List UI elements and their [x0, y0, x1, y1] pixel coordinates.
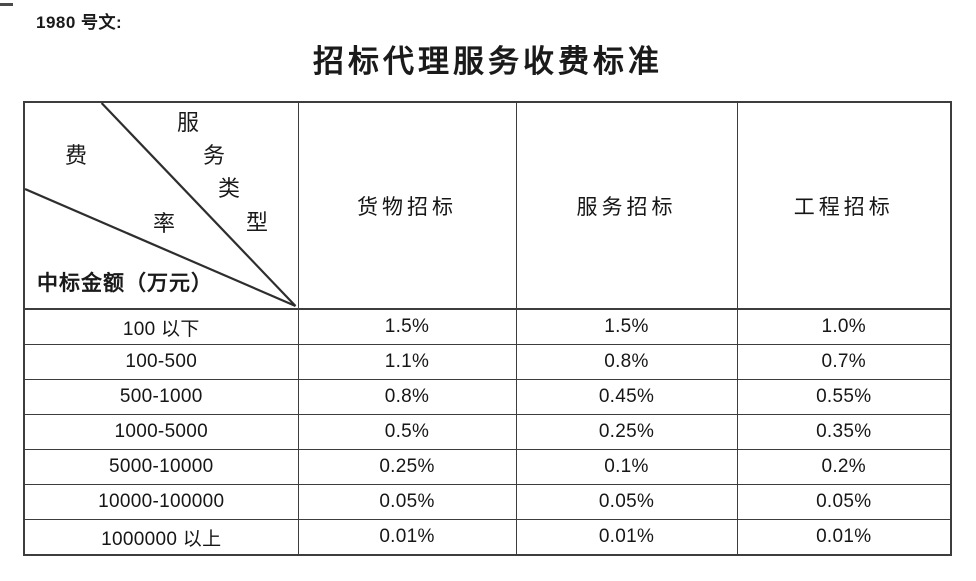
rate-char-1: 费: [65, 143, 88, 168]
table-row: 100 以下 1.5% 1.5% 1.0%: [23, 308, 952, 345]
rate-char-2: 率: [153, 211, 176, 236]
fee-cell: 0.35%: [736, 414, 952, 450]
column-header-goods: 货物招标: [297, 101, 517, 310]
table-row: 100-500 1.1% 0.8% 0.7%: [23, 344, 952, 380]
amount-axis-label: 中标金额（万元）: [37, 271, 213, 295]
row-range-cell: 10000-100000: [23, 484, 299, 520]
fee-cell: 1.5%: [515, 308, 738, 345]
document-reference: 1980 号文:: [36, 13, 123, 32]
fee-cell: 0.45%: [515, 379, 738, 415]
fee-cell: 0.25%: [297, 449, 517, 485]
fee-cell: 0.55%: [736, 379, 952, 415]
scan-artifact-line: [0, 3, 13, 6]
fee-cell: 1.5%: [297, 308, 517, 345]
row-range-cell: 1000000 以上: [23, 519, 299, 556]
row-range-cell: 100 以下: [23, 308, 299, 345]
service-type-char-4: 型: [246, 210, 269, 235]
service-type-char-1: 服: [177, 110, 200, 135]
diagonal-corner-cell: 服 务 类 型 费 率 中标金额（万元）: [23, 101, 299, 310]
fee-cell: 0.05%: [297, 484, 517, 520]
column-header-service: 服务招标: [515, 101, 738, 310]
fee-cell: 0.25%: [515, 414, 738, 450]
row-range-cell: 5000-10000: [23, 449, 299, 485]
diagonal-split-lines: [25, 103, 297, 308]
fee-cell: 0.01%: [736, 519, 952, 556]
column-header-engineering: 工程招标: [736, 101, 952, 310]
fee-cell: 0.8%: [297, 379, 517, 415]
row-range-cell: 1000-5000: [23, 414, 299, 450]
fee-cell: 0.05%: [515, 484, 738, 520]
table-row: 5000-10000 0.25% 0.1% 0.2%: [23, 449, 952, 485]
table-row: 1000-5000 0.5% 0.25% 0.35%: [23, 414, 952, 450]
fee-cell: 0.01%: [297, 519, 517, 556]
table-header-row: 服 务 类 型 费 率 中标金额（万元） 货物招标 服务招标 工程招标: [23, 101, 952, 310]
fee-standard-table: 服 务 类 型 费 率 中标金额（万元） 货物招标 服务招标 工程招标 100 …: [23, 101, 952, 556]
row-range-cell: 500-1000: [23, 379, 299, 415]
fee-cell: 1.0%: [736, 308, 952, 345]
fee-cell: 0.5%: [297, 414, 517, 450]
fee-cell: 0.1%: [515, 449, 738, 485]
service-type-char-2: 务: [203, 143, 226, 168]
fee-cell: 0.01%: [515, 519, 738, 556]
row-range-cell: 100-500: [23, 344, 299, 380]
fee-cell: 0.2%: [736, 449, 952, 485]
table-row: 1000000 以上 0.01% 0.01% 0.01%: [23, 519, 952, 556]
fee-cell: 0.05%: [736, 484, 952, 520]
table-row: 500-1000 0.8% 0.45% 0.55%: [23, 379, 952, 415]
service-type-char-3: 类: [218, 176, 241, 201]
table-row: 10000-100000 0.05% 0.05% 0.05%: [23, 484, 952, 520]
fee-cell: 0.7%: [736, 344, 952, 380]
fee-cell: 1.1%: [297, 344, 517, 380]
fee-cell: 0.8%: [515, 344, 738, 380]
page-title: 招标代理服务收费标准: [313, 44, 663, 79]
